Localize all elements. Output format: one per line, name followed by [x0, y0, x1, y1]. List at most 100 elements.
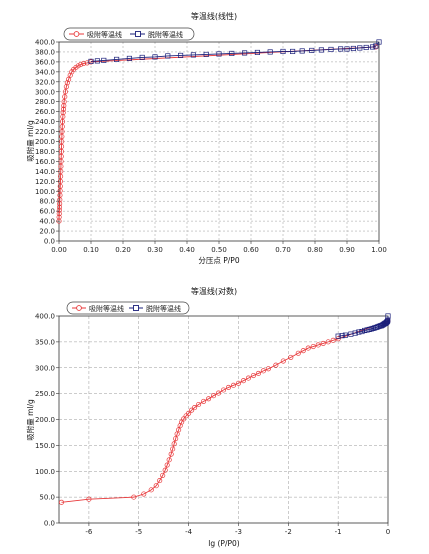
- log-adsorption-point: [58, 499, 65, 505]
- log-desorption-point: [339, 333, 345, 339]
- linear-desorption-point: [350, 45, 356, 52]
- linear-y-tick-label: 20.0: [39, 228, 55, 236]
- log-adsorption-point: [160, 472, 166, 478]
- log-grid: [59, 316, 388, 523]
- linear-desorption-point: [370, 44, 376, 50]
- linear-desorption-point: [344, 46, 350, 52]
- log-adsorption-point: [162, 467, 168, 473]
- linear-series-layer: [56, 39, 382, 224]
- linear-y-tick-label: 300.0: [35, 88, 55, 96]
- log-desorption-point: [348, 331, 354, 337]
- log-adsorption-point: [153, 483, 159, 489]
- linear-adsorption-point: [84, 60, 90, 66]
- linear-x-tick-label: 0.40: [179, 246, 195, 254]
- linear-legend-desorption-label: 脱附等温线: [148, 30, 183, 39]
- linear-y-axis-label: 吸附量 ml/g: [26, 120, 35, 162]
- log-y-axis-label: 吸附量 ml/g: [26, 399, 35, 441]
- log-y-tick-label: 50.0: [39, 494, 55, 502]
- linear-adsorption-point: [56, 214, 62, 220]
- linear-y-tick-label: 160.0: [35, 158, 55, 166]
- linear-desorption-point: [299, 48, 305, 54]
- log-adsorption-line: [61, 320, 388, 503]
- linear-y-tick-label: 260.0: [35, 108, 55, 116]
- linear-y-tick-label: 200.0: [35, 138, 55, 146]
- linear-desorption-point: [94, 58, 100, 64]
- log-legend: 吸附等温线 脱附等温线: [66, 301, 190, 315]
- linear-desorption-point: [309, 47, 315, 54]
- log-chart-title: 等温线(对数): [191, 286, 237, 296]
- linear-desorption-point: [114, 56, 120, 62]
- log-adsorption-point: [192, 405, 198, 411]
- linear-adsorption-point: [58, 148, 64, 155]
- linear-x-tick-label: 0.50: [211, 246, 227, 254]
- log-adsorption-point: [220, 387, 227, 393]
- log-adsorption-point: [181, 416, 187, 422]
- log-y-tick-label: 350.0: [35, 338, 55, 346]
- linear-desorption-point: [267, 49, 273, 55]
- linear-adsorption-point: [60, 114, 66, 120]
- log-adsorption-point: [250, 372, 256, 379]
- linear-desorption-point: [229, 50, 235, 56]
- linear-y-tick-label: 340.0: [35, 68, 55, 76]
- linear-desorption-point: [126, 55, 132, 61]
- log-adsorption-point: [86, 496, 92, 502]
- log-x-axis-label: lg (P/P0): [208, 539, 239, 548]
- linear-adsorption-line: [58, 46, 376, 222]
- linear-desorption-point: [328, 46, 334, 53]
- linear-adsorption-point: [56, 204, 63, 210]
- log-adsorption-point: [260, 368, 266, 374]
- linear-desorption-point: [165, 53, 171, 59]
- linear-adsorption-point: [57, 201, 63, 207]
- log-adsorption-point: [166, 457, 172, 463]
- log-adsorption-point: [205, 396, 212, 402]
- linear-y-tick-label: 100.0: [35, 188, 55, 196]
- log-adsorption-point: [240, 378, 246, 384]
- linear-y-tick-label: 60.0: [39, 208, 55, 216]
- log-y-tick-label: 0.0: [44, 520, 55, 528]
- linear-y-ticks: 0.0 20.0 40.0 60.0 80.0 100.0 120.0 140.0 160.0 1…: [35, 39, 59, 246]
- linear-desorption-point: [376, 39, 382, 45]
- log-adsorption-point: [173, 436, 179, 442]
- linear-desorption-point: [357, 45, 363, 51]
- log-adsorption-point: [148, 487, 154, 493]
- linear-adsorption-point: [59, 133, 65, 140]
- linear-adsorption-point: [58, 163, 64, 169]
- linear-desorption-point: [139, 54, 145, 60]
- log-adsorption-point: [288, 354, 294, 360]
- linear-desorption-point: [373, 43, 379, 49]
- log-x-tick-label: -1: [335, 528, 342, 536]
- linear-chart-title: 等温线(线性): [191, 11, 237, 21]
- log-adsorption-point: [280, 358, 286, 364]
- linear-adsorption-point: [62, 89, 68, 95]
- linear-y-tick-label: 140.0: [35, 168, 55, 176]
- log-desorption-point: [356, 329, 362, 335]
- log-adsorption-point: [273, 362, 279, 368]
- log-desorption-point: [373, 324, 379, 330]
- log-adsorption-point: [235, 380, 242, 386]
- log-y-tick-label: 250.0: [35, 390, 55, 398]
- log-series-layer: [58, 313, 391, 505]
- linear-adsorption-point: [57, 183, 63, 189]
- linear-desorption-point: [152, 54, 158, 60]
- linear-x-tick-label: 0.00: [51, 246, 67, 254]
- log-adsorption-point: [230, 382, 237, 388]
- log-adsorption-point: [131, 494, 137, 500]
- linear-adsorption-point: [59, 124, 65, 130]
- log-adsorption-point: [330, 337, 336, 343]
- linear-adsorption-point: [81, 60, 87, 66]
- linear-desorption-point: [318, 47, 324, 53]
- linear-y-tick-label: 220.0: [35, 128, 55, 136]
- linear-desorption-point: [190, 52, 196, 58]
- legend-desorption-marker-2: [133, 305, 139, 311]
- linear-desorption-point: [88, 58, 94, 64]
- linear-desorption-point: [363, 44, 369, 51]
- log-adsorption-point: [265, 366, 271, 372]
- linear-desorption-point: [101, 57, 107, 63]
- linear-x-tick-label: 0.80: [307, 246, 323, 254]
- linear-adsorption-point: [75, 63, 81, 69]
- log-y-tick-label: 300.0: [35, 364, 55, 372]
- linear-y-tick-label: 380.0: [35, 48, 55, 56]
- log-adsorption-point: [255, 370, 261, 376]
- log-x-tick-label: -4: [185, 528, 193, 536]
